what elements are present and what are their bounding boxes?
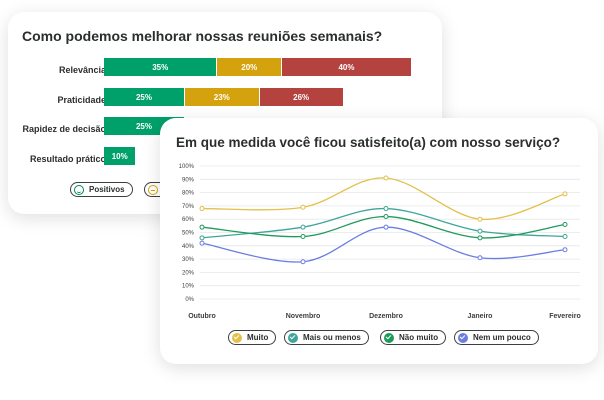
line-chart-card: Em que medida você ficou satisfeito(a) c… [160,118,598,364]
legend-label: Positivos [89,185,125,194]
data-point [300,224,306,230]
data-point [300,204,306,210]
x-tick-label: Dezembro [369,313,403,320]
data-point [300,259,306,265]
y-tick-label: 40% [182,244,195,250]
check-icon [458,332,468,343]
check-icon [288,332,298,343]
legend-nao-muito[interactable]: Não muito [380,330,447,345]
bar-segment: 25% [104,88,185,106]
check-icon [232,332,242,343]
data-point [383,224,389,230]
data-point [199,240,205,246]
data-point [562,191,568,197]
bar-category-label: Relevância [58,65,106,75]
y-tick-label: 70% [182,204,195,210]
line-chart-title: Em que medida você ficou satisfeito(a) c… [176,135,561,150]
bar-segment: 40% [282,58,412,76]
y-tick-label: 30% [182,257,195,263]
smile-icon [74,184,84,195]
data-point [477,216,483,222]
data-point [383,206,389,212]
y-tick-label: 10% [182,284,195,290]
y-tick-label: 0% [185,297,194,303]
bar-segment: 23% [185,88,260,106]
y-tick-label: 100% [179,164,195,170]
data-point [383,214,389,220]
data-point [199,235,205,241]
y-tick-label: 60% [182,217,195,223]
y-tick-label: 90% [182,177,195,183]
data-point [562,222,568,228]
legend-label: Não muito [399,333,439,342]
bar-category-label: Resultado prático [29,154,106,164]
data-point [383,175,389,181]
series-line [201,177,566,220]
legend-positivos[interactable]: Positivos [70,182,133,197]
bar-chart-title: Como podemos melhorar nossas reuniões se… [22,28,383,44]
legend-mais-ou-menos[interactable]: Mais ou menos [284,330,369,345]
x-tick-label: Novembro [286,313,321,320]
y-tick-label: 80% [182,191,195,197]
y-tick-label: 50% [182,231,195,237]
bar-segment: 35% [104,58,218,76]
data-point [477,255,483,261]
x-tick-label: Outubro [188,313,216,320]
data-point [199,224,205,230]
check-icon [384,332,394,343]
bar-segment: 10% [104,147,137,165]
neutral-face-icon [148,184,158,195]
data-point [562,233,568,239]
data-point [562,247,568,253]
data-point [199,206,205,212]
x-tick-label: Janeiro [468,313,493,320]
legend-muito[interactable]: Muito [228,330,277,345]
bar-category-label: Rapidez de decisão [22,124,106,134]
data-point [477,235,483,241]
line-chart-svg: 0% 10% 20% 30% 40% 50% 60% 70% 80% 90% 100% Outubro… [179,164,581,320]
data-point [477,228,483,234]
legend-label: Muito [247,333,269,342]
legend-nem-um-pouco[interactable]: Nem um pouco [454,330,539,345]
legend-label: Mais ou menos [303,333,361,342]
data-point [300,233,306,239]
bar-category-label: Praticidade [57,95,106,105]
y-tick-label: 20% [182,270,195,276]
legend-label: Nem um pouco [473,333,531,342]
bar-segment: 20% [217,58,283,76]
x-tick-label: Fevereiro [549,313,581,320]
bar-segment: 26% [259,88,344,106]
